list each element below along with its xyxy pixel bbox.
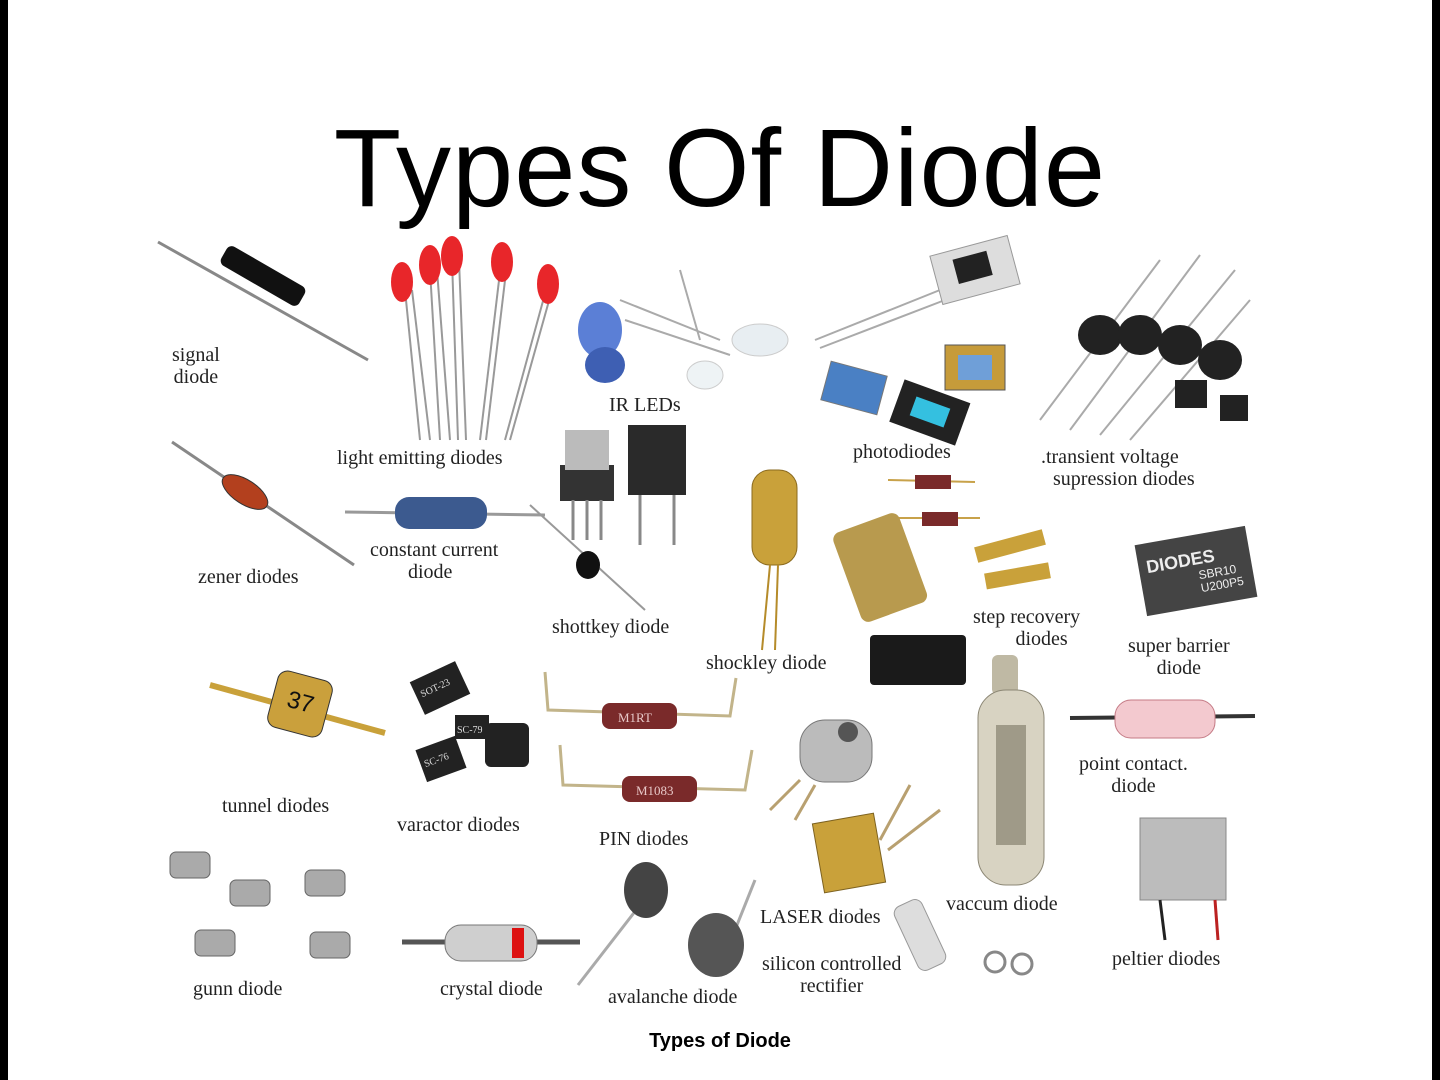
tunnel-diode-image — [209, 670, 386, 738]
pin-diode-image — [543, 671, 754, 802]
label-point-contact-diode: point contact. diode — [1079, 753, 1188, 797]
label-silicon-controlled-rectifier: silicon controlled rectifier — [762, 953, 902, 997]
gunn-diode-image — [169, 851, 351, 959]
label-laser-diodes: LASER diodes — [760, 906, 881, 928]
avalanche-diode-image — [576, 862, 757, 986]
tvs-diode-image — [1039, 254, 1251, 441]
schottky-diode-image — [529, 425, 686, 611]
label-vaccum-diode: vaccum diode — [946, 893, 1058, 915]
label-signal-diode: signal diode — [172, 344, 220, 388]
zener-diode-image — [171, 440, 355, 567]
label-avalanche-diode: avalanche diode — [608, 986, 738, 1008]
peltier-diode-image — [1139, 817, 1227, 941]
label-varactor-diodes: varactor diodes — [397, 814, 520, 836]
label-photodiodes: photodiodes — [853, 441, 951, 463]
vacuum-diode-image — [977, 655, 1045, 886]
constant-current-diode-image — [344, 497, 546, 529]
label-shottkey-diode: shottkey diode — [552, 616, 670, 638]
photodiode-image — [814, 234, 1021, 446]
led-image — [391, 236, 559, 441]
label-gunn-diode: gunn diode — [193, 978, 283, 1000]
label-transient-voltage-supression-diodes: .transient voltage supression diodes — [1040, 446, 1195, 490]
label-super-barrier-diode: super barrier diode — [1128, 635, 1230, 679]
ir-led-image — [578, 269, 789, 390]
label-light-emitting-diodes: light emitting diodes — [337, 447, 503, 469]
signal-diode-image — [157, 240, 369, 362]
image-caption: Types of Diode — [649, 1030, 791, 1052]
label-tunnel-diodes: tunnel diodes — [222, 795, 330, 817]
label-ir-leds: IR LEDs — [609, 394, 681, 416]
shockley-diode-image — [751, 469, 798, 651]
pin-diode-marking-1: M1RT — [618, 710, 652, 725]
pin-diode-marking-2: M1083 — [636, 783, 674, 798]
tunnel-diode-marking: 37 — [284, 686, 317, 720]
label-crystal-diode: crystal diode — [440, 978, 543, 1000]
label-constant-current-diode: constant current diode — [370, 539, 499, 583]
label-zener-diodes: zener diodes — [198, 566, 299, 588]
scr-image — [893, 899, 1034, 976]
point-contact-diode-image — [1069, 699, 1256, 739]
label-shockley-diode: shockley diode — [706, 652, 827, 674]
varactor-diode-image — [409, 661, 529, 783]
label-step-recovery-diodes: step recovery diodes — [973, 606, 1081, 650]
crystal-diode-image — [402, 924, 580, 962]
label-peltier-diodes: peltier diodes — [1112, 948, 1221, 970]
label-pin-diodes: PIN diodes — [599, 828, 689, 850]
step-recovery-diode-image — [833, 475, 1051, 685]
varactor-marking-2: SC-79 — [457, 725, 483, 736]
super-barrier-diode-image — [1134, 525, 1258, 617]
slide-title: Types Of Diode — [333, 107, 1107, 230]
laser-diode-image — [768, 719, 941, 894]
